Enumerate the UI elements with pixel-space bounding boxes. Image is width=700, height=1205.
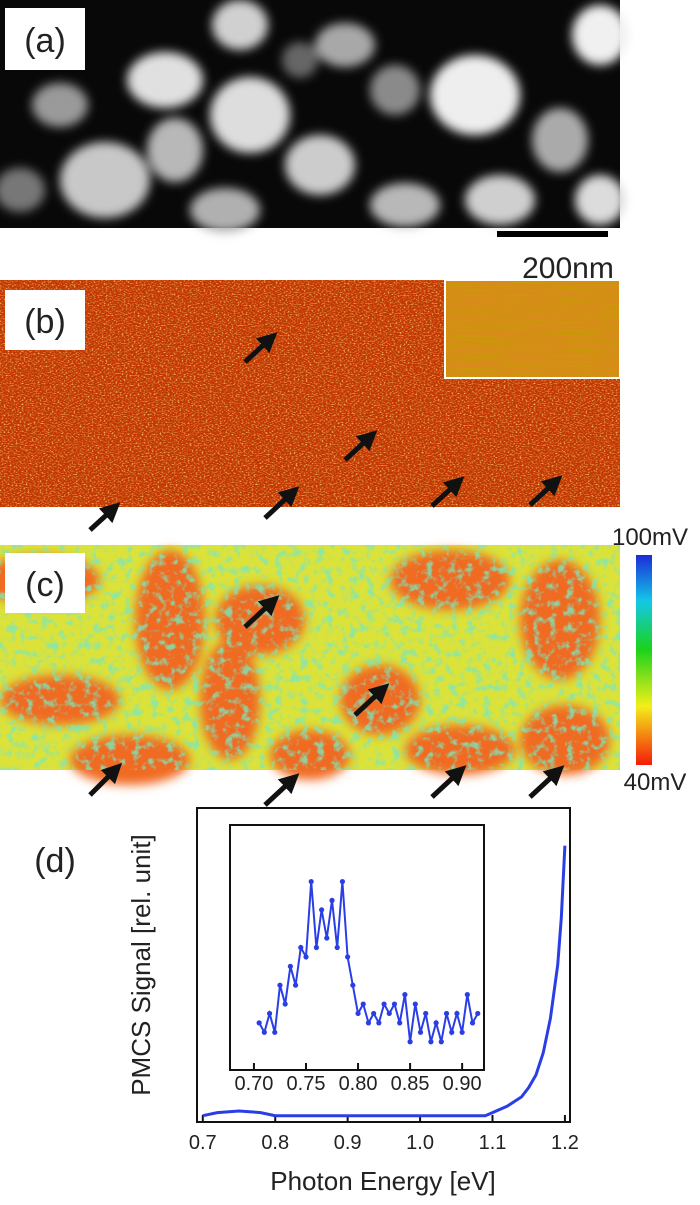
x-axis-label: Photon Energy [eV]: [270, 1166, 495, 1196]
data-point: [438, 1039, 444, 1045]
data-point: [324, 935, 330, 941]
data-point: [355, 1010, 361, 1017]
panel-label: (b): [24, 303, 66, 341]
data-point: [303, 954, 309, 960]
data-point: [402, 992, 408, 998]
data-point: [266, 1010, 273, 1017]
data-point: [350, 982, 356, 988]
x-tick-label: 1.0: [406, 1132, 434, 1154]
data-point: [397, 1020, 403, 1026]
data-point: [287, 963, 293, 969]
data-point: [428, 1039, 434, 1045]
data-point: [261, 1029, 267, 1035]
panel-label: (d): [34, 842, 76, 880]
colorbar-min: 40mV: [624, 769, 687, 796]
x-tick-label: 0.85: [391, 1073, 430, 1095]
data-line: [202, 845, 567, 1118]
x-tick-label: 0.80: [339, 1073, 378, 1095]
x-tick-label: 0.7: [189, 1132, 217, 1154]
data-point: [365, 1020, 372, 1026]
data-point: [454, 1010, 460, 1017]
plot-frame: [229, 824, 485, 1071]
x-tick-label: 0.8: [261, 1132, 289, 1154]
x-tick-label: 0.75: [287, 1073, 326, 1095]
panel-label: (c): [25, 566, 65, 604]
label-box: [5, 8, 85, 70]
data-point: [423, 1010, 429, 1017]
data-point: [443, 1010, 450, 1017]
data-point: [345, 954, 351, 960]
data-point: [386, 1010, 392, 1017]
scale-bar: [497, 231, 608, 237]
data-point: [272, 1029, 278, 1035]
panel-c-image: [0, 545, 620, 785]
data-point: [412, 1001, 418, 1007]
panel-b-image: [0, 279, 621, 507]
data-point: [469, 1020, 476, 1026]
panel-label: (a): [24, 22, 66, 60]
data-point: [319, 907, 325, 913]
data-point: [339, 878, 346, 885]
data-point: [334, 944, 340, 951]
data-point: [282, 1001, 288, 1007]
data-point: [417, 1029, 424, 1035]
label-box: [5, 290, 85, 350]
x-tick-label: 1.1: [479, 1132, 507, 1154]
data-point: [256, 1020, 262, 1026]
x-tick-label: 1.2: [551, 1132, 579, 1154]
x-tick-label: 0.9: [334, 1132, 362, 1154]
x-tick-label: 0.90: [443, 1073, 482, 1095]
data-point: [475, 1010, 481, 1017]
panel-a-image: [0, 0, 628, 232]
y-axis-label: PMCS Signal [rel. unit]: [126, 834, 156, 1096]
data-point: [329, 897, 335, 903]
data-point: [292, 982, 299, 988]
data-point: [464, 992, 470, 998]
label-box: [5, 553, 85, 613]
data-point: [459, 1029, 465, 1035]
colorbar: [636, 555, 652, 765]
x-tick-label: 0.70: [234, 1073, 273, 1095]
colorbar-max: 100mV: [612, 524, 688, 551]
data-point: [360, 1001, 366, 1007]
data-point: [449, 1029, 455, 1035]
data-point: [376, 1020, 382, 1026]
data-point: [308, 878, 314, 885]
arrows: [88, 332, 565, 807]
data-point: [391, 1001, 398, 1007]
data-point: [313, 944, 320, 951]
data-point: [371, 1010, 377, 1017]
data-point: [277, 982, 283, 988]
data-point: [298, 944, 304, 951]
data-point: [407, 1039, 413, 1045]
data-point: [433, 1020, 439, 1026]
plot-frame: [196, 807, 571, 1123]
data-point: [381, 1001, 387, 1007]
